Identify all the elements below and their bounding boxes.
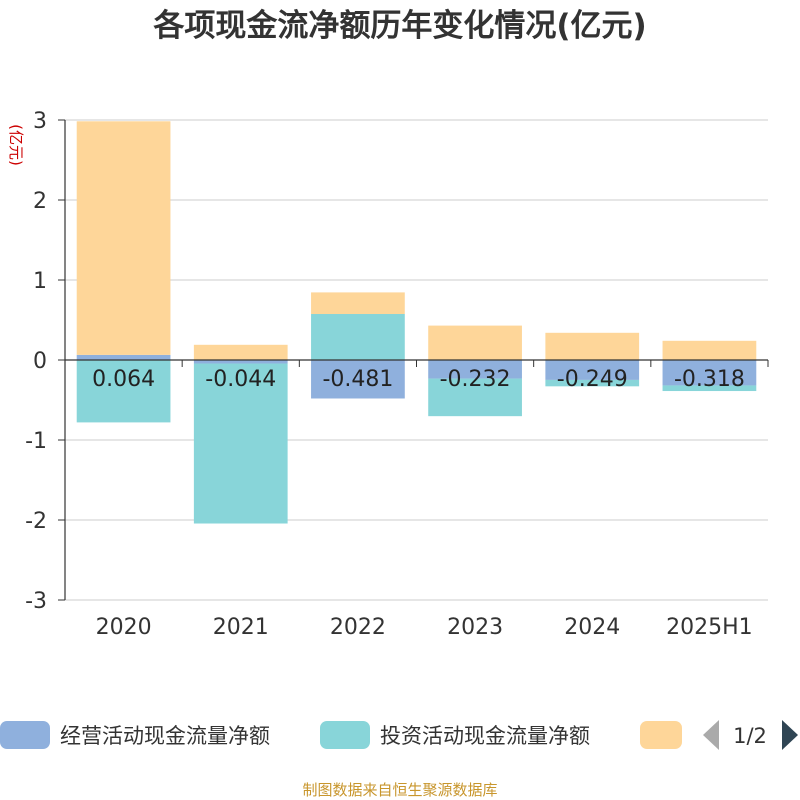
legend: 经营活动现金流量净额 投资活动现金流量净额 1/2: [0, 720, 798, 750]
bar-series3-2025h1: [662, 340, 757, 360]
y-tick-label: -2: [25, 509, 47, 534]
axes: 3 2 1 0 -1 -2 -3 2020 2021 2022 2023 2024 2025H1: [25, 109, 769, 640]
bar-series2-2022: [311, 314, 405, 360]
x-tick-label: 2021: [213, 615, 269, 640]
bar-series1-2020: [76, 354, 171, 360]
data-labels: 0.064 -0.044 -0.481 -0.232 -0.249 -0.318: [92, 367, 745, 392]
legend-swatch: [320, 721, 370, 749]
x-tick-label: 2020: [96, 615, 152, 640]
bar-series1-2024: [545, 360, 640, 380]
y-tick-label: 3: [33, 109, 47, 134]
bar-series3-2024: [545, 332, 640, 360]
bar-series2-2025h1: [662, 385, 757, 392]
y-tick-label: 2: [33, 189, 47, 214]
y-axis-unit-label: (亿元): [7, 124, 25, 166]
y-tick-label: -1: [25, 429, 47, 454]
bar-series2-2024: [545, 379, 640, 387]
legend-next-page-icon[interactable]: [782, 720, 798, 750]
legend-label: 经营活动现金流量净额: [60, 724, 270, 748]
bar-series1-2021: [193, 360, 288, 364]
source-note: 制图数据来自恒生聚源数据库: [302, 781, 497, 799]
bar-series2-2021: [193, 363, 288, 524]
data-label: -0.481: [322, 367, 393, 392]
bar-series3-2021: [193, 344, 288, 360]
data-label: 0.064: [92, 367, 155, 392]
bars: [76, 121, 757, 524]
bar-series3-2022: [311, 292, 405, 314]
legend-prev-page-icon[interactable]: [703, 720, 719, 750]
data-label: -0.249: [557, 367, 628, 392]
legend-swatch: [640, 721, 682, 749]
bar-series1-2022: [311, 360, 405, 399]
y-tick-label: -3: [25, 589, 47, 614]
x-tick-label: 2023: [447, 615, 503, 640]
x-tick-label: 2025H1: [666, 615, 753, 640]
bar-series1-2023: [428, 360, 522, 379]
legend-label: 投资活动现金流量净额: [380, 724, 590, 748]
bar-series3-2023: [428, 325, 522, 360]
legend-page-indicator: 1/2: [733, 724, 767, 748]
y-tick-label: 1: [33, 269, 47, 294]
bar-series2-2023: [428, 378, 522, 417]
chart-title: 各项现金流净额历年变化情况(亿元): [152, 8, 646, 44]
data-label: -0.044: [205, 367, 276, 392]
x-tick-label: 2022: [330, 615, 386, 640]
legend-swatch: [0, 721, 50, 749]
bar-series1-2025h1: [662, 360, 757, 386]
data-label: -0.318: [674, 367, 745, 392]
bar-series3-2020: [76, 121, 171, 355]
bar-series2-2020: [76, 360, 171, 423]
data-label: -0.232: [440, 367, 511, 392]
x-tick-label: 2024: [564, 615, 620, 640]
y-tick-label: 0: [33, 349, 47, 374]
